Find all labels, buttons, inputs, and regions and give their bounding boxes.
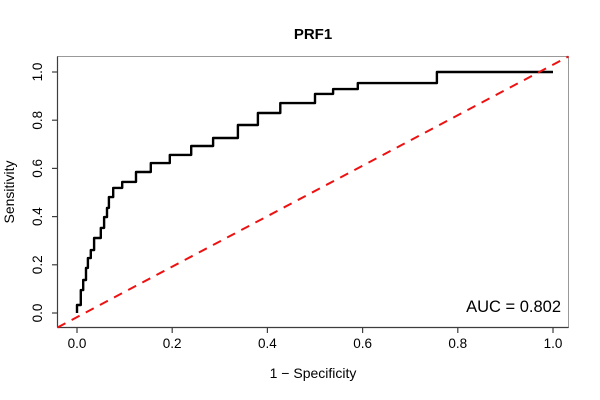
y-tick-label: 0.8: [30, 111, 45, 130]
y-tick-label: 1.0: [30, 63, 45, 82]
chance-diagonal-line: [57, 55, 569, 329]
x-tick-label: 0.8: [448, 336, 467, 351]
y-tick-label: 0.4: [30, 207, 45, 226]
x-tick-label: 0.4: [258, 336, 277, 351]
x-tick-label: 0.6: [353, 336, 372, 351]
y-axis-title: Sensitivity: [1, 160, 17, 223]
auc-annotation: AUC = 0.802: [466, 298, 561, 316]
x-tick-label: 0.0: [68, 336, 87, 351]
y-tick-label: 0.6: [30, 159, 45, 178]
x-axis-title: 1 − Specificity: [270, 365, 357, 381]
x-tick-label: 0.2: [163, 336, 182, 351]
y-tick-label: 0.2: [30, 255, 45, 274]
x-tick-label: 1.0: [544, 336, 563, 351]
roc-curve-path: [75, 70, 553, 313]
y-tick-label: 0.0: [30, 304, 45, 323]
chart-title: PRF1: [294, 26, 332, 43]
